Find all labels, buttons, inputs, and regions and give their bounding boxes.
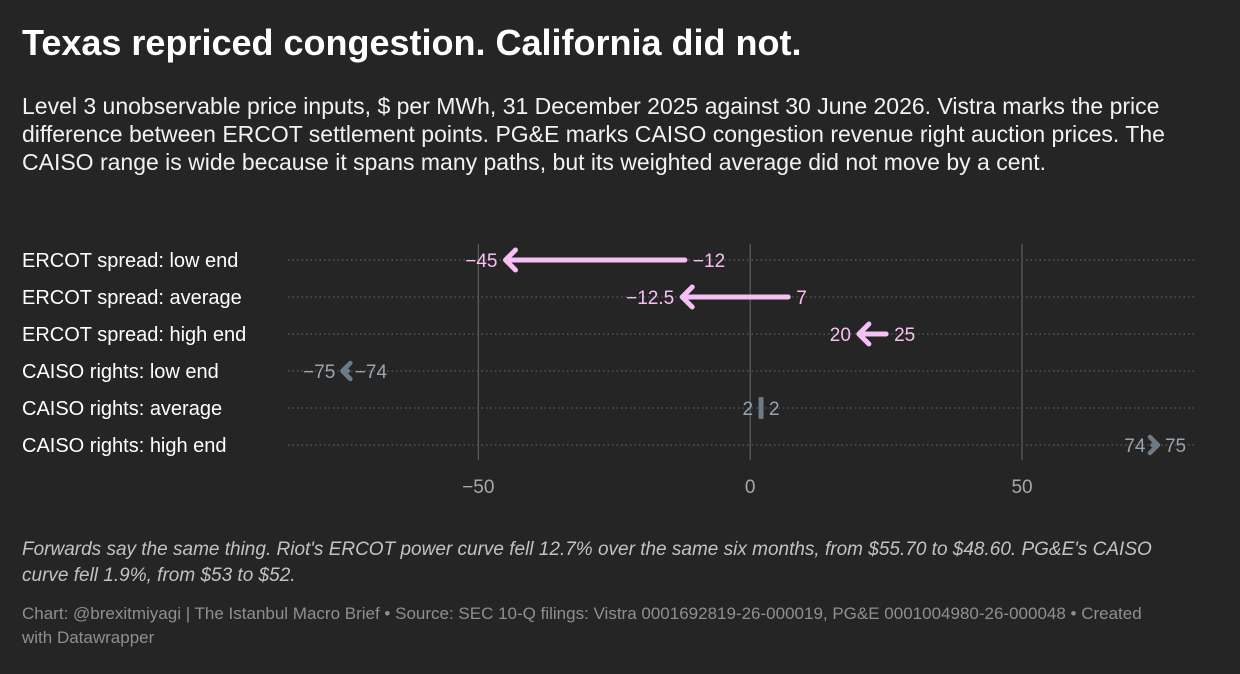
value-label-left: −45 — [465, 251, 497, 272]
value-label-left: 2 — [742, 399, 753, 420]
x-tick-label: 0 — [745, 477, 756, 498]
chart-note: Forwards say the same thing. Riot's ERCO… — [22, 539, 1152, 586]
value-label-right: 7 — [796, 288, 807, 309]
arrow-head — [1147, 434, 1161, 456]
x-tick-label: −50 — [462, 477, 494, 498]
category-label: ERCOT spread: high end — [22, 324, 246, 346]
value-label-right: −74 — [355, 362, 388, 383]
value-label-left: −75 — [303, 362, 335, 383]
arrow-head — [679, 284, 695, 310]
chart-credit: Chart: @brexitmiyagi | The Istanbul Macr… — [22, 604, 1142, 647]
no-change-marker — [758, 397, 764, 419]
value-label-left: 74 — [1124, 436, 1146, 457]
value-label-left: −12.5 — [626, 288, 674, 309]
arrow-head — [856, 321, 872, 347]
chart-subtitle: Level 3 unobservable price inputs, $ per… — [22, 93, 1165, 175]
x-tick-label: 50 — [1011, 477, 1032, 498]
arrow-chart: ERCOT spread: low end ERCOT spread: avera… — [22, 244, 1196, 498]
grid-layer — [477, 244, 1023, 460]
value-label-right: 25 — [894, 325, 915, 346]
tick-layer: −50 0 50 — [462, 477, 1032, 498]
category-label: CAISO rights: low end — [22, 361, 219, 383]
arrow-head — [340, 360, 353, 382]
value-label-right: 2 — [769, 399, 780, 420]
arrow-head — [502, 247, 518, 273]
mark-layer: −45 −12 −12.5 7 20 25 −75 −74 2 2 74 75 — [303, 247, 1186, 457]
value-label-right: 75 — [1165, 436, 1186, 457]
value-label-right: −12 — [693, 251, 725, 272]
category-label: ERCOT spread: low end — [22, 250, 238, 272]
row-layer: ERCOT spread: low end ERCOT spread: avera… — [22, 250, 1196, 457]
value-label-left: 20 — [830, 325, 851, 346]
category-label: CAISO rights: average — [22, 398, 222, 420]
chart-title: Texas repriced congestion. California di… — [22, 22, 802, 63]
category-label: CAISO rights: high end — [22, 435, 227, 457]
category-label: ERCOT spread: average — [22, 287, 242, 309]
